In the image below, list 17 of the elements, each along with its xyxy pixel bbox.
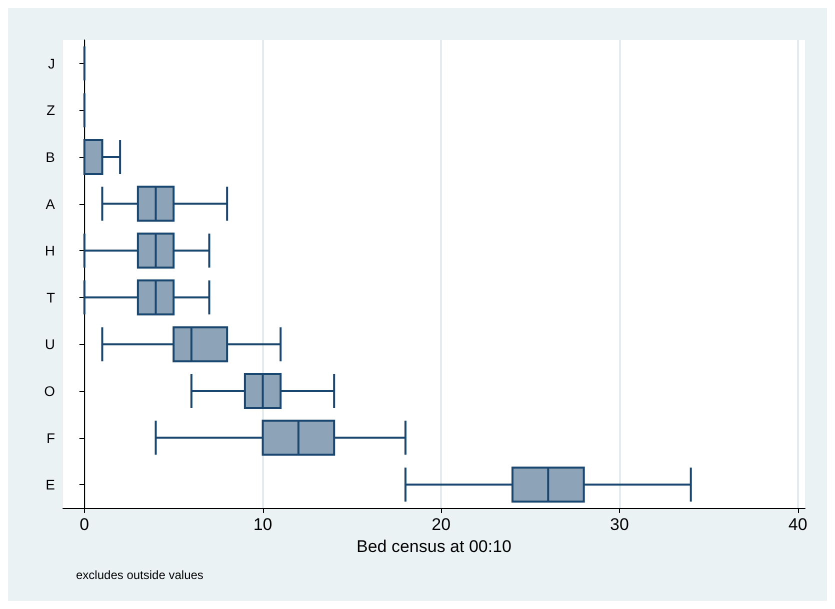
y-tick-label: F	[46, 430, 55, 446]
y-tick-label: Z	[46, 102, 56, 118]
y-tick-label: B	[46, 149, 55, 165]
y-tick-label: A	[46, 196, 56, 212]
y-tick-label: T	[46, 289, 56, 306]
y-tick-label: H	[44, 242, 55, 259]
x-tick-label: 40	[788, 515, 808, 534]
y-tick-label: E	[46, 476, 55, 493]
x-tick-label: 30	[610, 515, 629, 534]
y-tick-label: O	[44, 383, 56, 399]
text: excludes outside values	[76, 568, 204, 582]
x-tick-label: 20	[432, 515, 451, 534]
x-tick-label: 0	[80, 515, 90, 534]
y-tick-label: J	[48, 55, 55, 72]
x-tick-label: 10	[253, 515, 272, 534]
x-axis-title: Bed census at 00:10	[356, 536, 512, 556]
y-tick-label: U	[44, 336, 55, 352]
